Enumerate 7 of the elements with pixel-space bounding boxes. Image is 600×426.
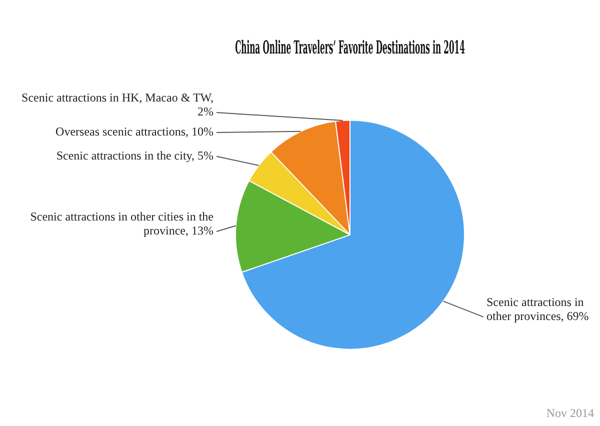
slice-label: Scenic attractions in HK, Macao & TW, 2% [22,90,214,119]
chart-title: China Online Travelers’ Favorite Destinations in 2014 [235,38,466,59]
slice-label: Scenic attractions in other provinces, 69% [486,295,589,324]
text: Nov 2014 [546,406,594,420]
slice-label: Overseas scenic attractions, 10% [56,124,214,139]
slice-label: Scenic attractions in other cities in the province, 13% [30,210,214,238]
slice-label: Scenic attractions in the city, 5% [56,148,214,163]
